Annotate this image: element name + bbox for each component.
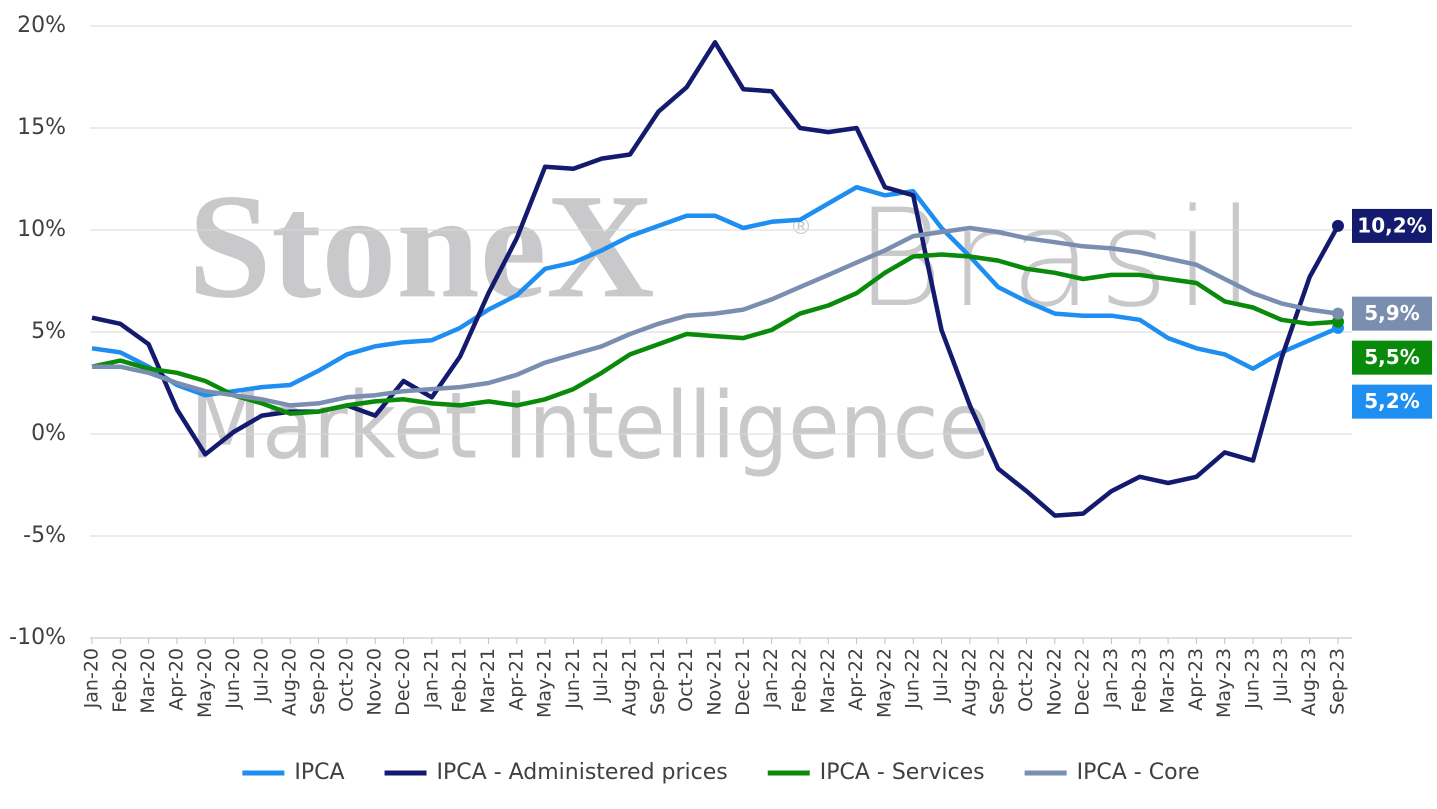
legend-label: IPCA - Administered prices bbox=[437, 760, 728, 785]
watermark-region: Brasil bbox=[855, 180, 1255, 337]
x-tick-label: Oct-22 bbox=[1015, 648, 1037, 712]
legend-label: IPCA - Core bbox=[1077, 760, 1200, 785]
value-label: 10,2% bbox=[1357, 213, 1426, 237]
x-tick-label: May-21 bbox=[534, 648, 556, 718]
end-marker bbox=[1332, 307, 1344, 320]
value-label-box bbox=[1352, 208, 1432, 243]
legend-item: IPCA - Administered prices bbox=[384, 760, 728, 785]
x-tick-label: Apr-21 bbox=[505, 648, 527, 711]
value-label: 5,5% bbox=[1364, 345, 1419, 369]
x-tick-label: Feb-21 bbox=[449, 648, 471, 713]
x-tick-label: Mar-21 bbox=[477, 648, 499, 714]
value-label: 5,9% bbox=[1364, 301, 1419, 325]
x-tick-label: Dec-22 bbox=[1072, 648, 1094, 716]
value-label: 5,2% bbox=[1364, 389, 1419, 413]
y-tick-label: 15% bbox=[17, 115, 66, 140]
x-tick-label: Oct-20 bbox=[335, 648, 357, 712]
series-line bbox=[91, 252, 1339, 416]
x-tick-label: Nov-22 bbox=[1043, 648, 1065, 716]
x-tick-label: Aug-22 bbox=[958, 648, 980, 716]
x-tick-label: May-22 bbox=[873, 648, 895, 718]
x-tick-label: Jan-20 bbox=[81, 648, 103, 709]
x-tick-label: Feb-22 bbox=[788, 648, 810, 713]
legend-item: IPCA - Core bbox=[1024, 760, 1200, 785]
x-tick-label: Mar-23 bbox=[1157, 648, 1179, 714]
x-tick-label: Dec-21 bbox=[732, 648, 754, 716]
x-tick-label: Jan-21 bbox=[420, 648, 442, 709]
x-tick-label: Jun-23 bbox=[1242, 648, 1264, 710]
x-tick-label: Jul-21 bbox=[590, 648, 612, 703]
series-line bbox=[92, 225, 1339, 408]
x-tick-label: Jun-21 bbox=[562, 648, 584, 710]
x-tick-label: Oct-21 bbox=[675, 648, 697, 712]
x-tick-label: Jun-20 bbox=[222, 648, 244, 710]
legend-label: IPCA bbox=[294, 760, 344, 785]
x-tick-label: May-20 bbox=[194, 648, 216, 718]
value-label-box bbox=[1352, 340, 1432, 375]
y-tick-label: 5% bbox=[31, 319, 66, 344]
x-tick-label: Nov-21 bbox=[704, 648, 726, 716]
end-marker bbox=[1332, 219, 1344, 232]
value-label-box bbox=[1352, 296, 1432, 331]
x-tick-label: Jul-20 bbox=[250, 648, 272, 703]
watermark-tagline: Market Intelligence bbox=[190, 372, 990, 479]
x-tick-label: Mar-20 bbox=[137, 648, 159, 714]
x-tick-label: Jan-22 bbox=[760, 648, 782, 709]
x-tick-label: Aug-23 bbox=[1298, 648, 1320, 716]
y-tick-label: -5% bbox=[23, 523, 66, 548]
y-tick-label: 0% bbox=[31, 421, 66, 446]
watermark: StoneX ® Brasil Market Intelligence bbox=[188, 163, 1255, 479]
x-tick-label: Jan-23 bbox=[1100, 648, 1122, 709]
x-tick-label: Aug-21 bbox=[619, 648, 641, 716]
x-tick-label: Nov-20 bbox=[364, 648, 386, 716]
x-tick-label: Sep-21 bbox=[647, 648, 669, 715]
value-label-box bbox=[1352, 384, 1432, 419]
x-tick-label: Jul-23 bbox=[1270, 648, 1292, 703]
x-tick-label: May-23 bbox=[1213, 648, 1235, 718]
y-tick-label: 10% bbox=[17, 217, 66, 242]
x-tick-label: Sep-22 bbox=[987, 648, 1009, 715]
x-tick-label: Jun-22 bbox=[902, 648, 924, 710]
x-tick-label: Feb-20 bbox=[109, 648, 131, 713]
x-tick-label: Apr-23 bbox=[1185, 648, 1207, 711]
x-tick-label: Sep-23 bbox=[1327, 648, 1349, 715]
x-tick-label: Aug-20 bbox=[279, 648, 301, 716]
x-tick-label: Sep-20 bbox=[307, 648, 329, 715]
x-tick-label: Dec-20 bbox=[392, 648, 414, 716]
y-tick-label: 20% bbox=[17, 13, 66, 38]
x-tick-label: Apr-20 bbox=[165, 648, 187, 711]
x-tick-label: Jul-22 bbox=[930, 648, 952, 703]
legend-item: IPCA - Services bbox=[767, 760, 985, 785]
x-tick-label: Feb-23 bbox=[1128, 648, 1150, 713]
series-line bbox=[91, 184, 1339, 398]
watermark-brand: StoneX bbox=[188, 163, 655, 329]
x-tick-label: Apr-22 bbox=[845, 648, 867, 711]
x-tick-label: Mar-22 bbox=[817, 648, 839, 714]
legend-label: IPCA - Services bbox=[820, 760, 985, 785]
legend-item: IPCA bbox=[242, 760, 345, 785]
y-tick-label: -10% bbox=[9, 625, 66, 650]
